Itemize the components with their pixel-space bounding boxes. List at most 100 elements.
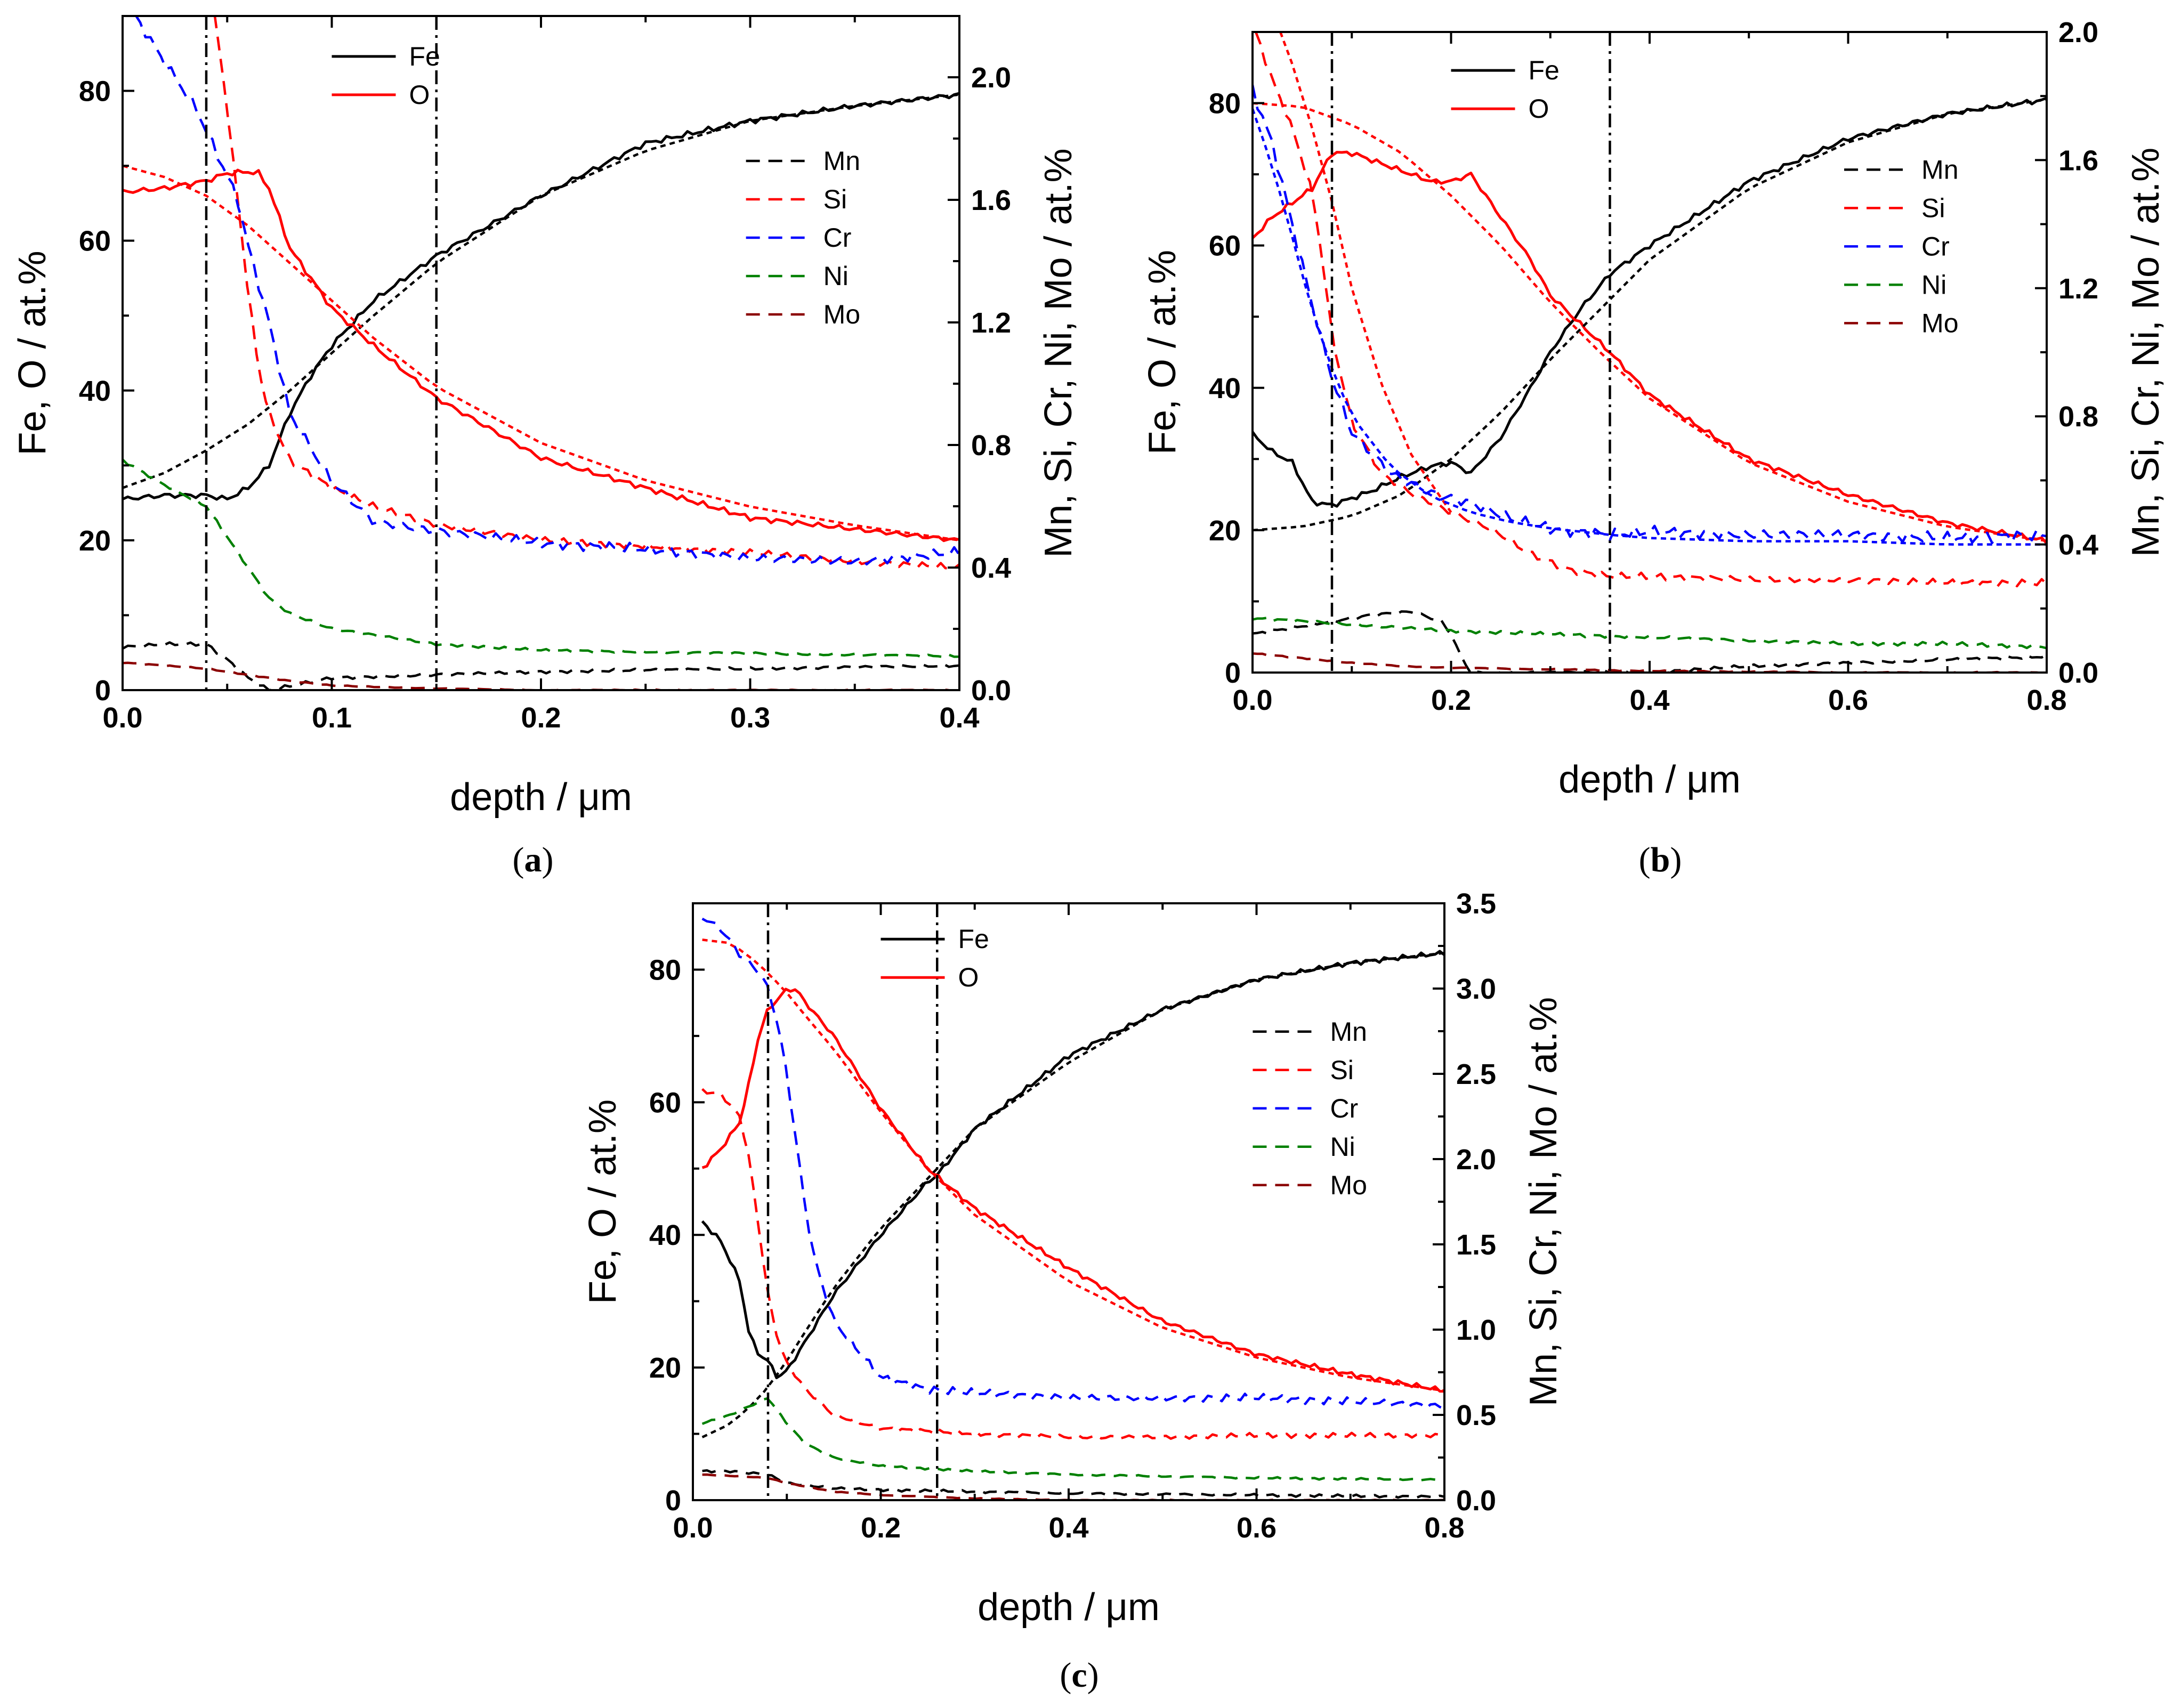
x-tick-label: 0.3 — [730, 702, 770, 734]
y-right-tick-label: 1.6 — [971, 184, 1011, 216]
legend-label-o: O — [409, 80, 430, 110]
series-line-mo — [702, 1473, 1444, 1500]
series-line-o-fit — [123, 164, 959, 542]
x-tick-label: 0.0 — [1232, 684, 1272, 716]
legend-label-fe: Fe — [958, 924, 989, 954]
series-line-cr — [701, 918, 1444, 1410]
legend-label-ni: Ni — [1921, 270, 1946, 299]
series-line-cr — [1253, 84, 2047, 544]
x-tick-label: 0.4 — [1048, 1512, 1088, 1544]
x-tick-label: 0.4 — [1629, 684, 1669, 716]
y-right-tick-label: 2.0 — [2058, 17, 2098, 48]
legend-label-si: Si — [1921, 193, 1945, 223]
y-left-axis-title: Fe, O / at.% — [581, 1099, 624, 1304]
y-right-tick-label: 1.6 — [2058, 144, 2098, 176]
legend-label-mo: Mo — [1921, 308, 1958, 338]
x-tick-label: 0.0 — [673, 1512, 713, 1544]
y-left-tick-label: 20 — [1209, 515, 1241, 547]
panel-label: (b) — [1639, 840, 1682, 879]
y-right-tick-label: 1.2 — [971, 307, 1011, 339]
y-left-tick-label: 80 — [1209, 88, 1241, 120]
y-right-tick-label: 0.0 — [2058, 657, 2098, 689]
series-line-mn — [123, 641, 959, 690]
series-line-si — [701, 1088, 1444, 1440]
series-line-cr-fit — [1253, 108, 2047, 546]
chart-panel-b: 0.0 0.2 0.4 0.6 0.8 0 20 40 60 80 0.0 0.4 0.8 1.2 1.6 2… — [1141, 17, 2167, 879]
y-left-tick-label: 60 — [649, 1087, 681, 1119]
y-right-axis-title: Mn, Si, Cr, Ni, Mo / at.% — [2125, 148, 2167, 557]
x-tick-label: 0.8 — [1424, 1512, 1464, 1544]
y-right-tick-label: 0.5 — [1456, 1399, 1496, 1431]
legend-label-ni: Ni — [823, 261, 849, 291]
legend-label-mo: Mo — [823, 299, 860, 329]
y-right-tick-label: 3.5 — [1456, 888, 1496, 920]
x-axis-title: depth / μm — [978, 1586, 1160, 1629]
series-line-fe-fit — [123, 93, 959, 489]
series-line-cr — [134, 16, 959, 566]
legend: Fe O Mn Si Cr Ni Mo — [1451, 55, 1959, 338]
series-line-mn — [1253, 610, 2047, 673]
x-tick-label: 0.1 — [312, 702, 352, 734]
y-right-tick-label: 0.0 — [971, 675, 1011, 707]
y-right-tick-label: 2.0 — [971, 62, 1011, 94]
chart-panel-a: 0.0 0.1 0.2 0.3 0.40204060800.00.40.81.21.62… — [11, 15, 1080, 879]
legend-label-cr: Cr — [1921, 231, 1950, 261]
x-tick-label: 0.6 — [1828, 684, 1868, 716]
legend-label-mn: Mn — [1921, 155, 1958, 184]
panel-label: (a) — [513, 840, 554, 879]
plot-area — [1253, 32, 2047, 673]
y-right-tick-label: 1.2 — [2058, 273, 2098, 305]
y-right-tick-label: 0.4 — [2058, 529, 2098, 561]
x-tick-label: 0.2 — [861, 1512, 901, 1544]
series-line-o-fit — [1253, 102, 2047, 543]
legend-label-fe: Fe — [409, 42, 440, 71]
y-left-tick-label: 40 — [649, 1219, 681, 1251]
panel-label: (c) — [1060, 1656, 1098, 1695]
series-line-fe-fit — [1253, 98, 2047, 532]
y-right-axis-title: Mn, Si, Cr, Ni, Mo / at.% — [1522, 997, 1565, 1406]
y-right-tick-label: 2.5 — [1456, 1058, 1496, 1090]
chart-panel-c: 0.0 0.2 0.4 0.6 0.8 0 20 40 60 80 0.0 0.5 1.0 1.5 2.0 2… — [581, 888, 1565, 1695]
series-line-ni — [1253, 617, 2047, 650]
y-left-tick-label: 80 — [79, 76, 111, 108]
y-left-tick-label: 40 — [1209, 373, 1241, 404]
legend-label-ni: Ni — [1330, 1132, 1355, 1162]
series-line-o — [1253, 150, 2047, 545]
legend-label-o: O — [958, 962, 979, 992]
x-axis-title: depth / μm — [450, 776, 632, 819]
series-line-si-fit — [1279, 32, 1452, 513]
x-tick-label: 0.4 — [939, 702, 979, 734]
series-line-mo — [123, 661, 959, 690]
legend-label-mn: Mn — [1330, 1017, 1367, 1047]
legend-label-cr: Cr — [1330, 1094, 1358, 1123]
y-left-tick-label: 0 — [665, 1485, 681, 1517]
series-line-o — [123, 168, 959, 543]
series-line-ni — [123, 458, 959, 659]
legend: Fe O Mn Si Cr Ni Mo — [332, 42, 860, 329]
legend-label-cr: Cr — [823, 223, 852, 253]
x-tick-label: 0.2 — [521, 702, 561, 734]
y-left-tick-label: 80 — [649, 954, 681, 986]
y-right-tick-label: 0.8 — [2058, 401, 2098, 433]
legend-label-o: O — [1529, 94, 1549, 124]
y-right-tick-label: 1.5 — [1456, 1229, 1496, 1261]
y-left-tick-label: 60 — [1209, 230, 1241, 262]
x-tick-label: 0.2 — [1431, 684, 1471, 716]
series-line-fe — [701, 950, 1444, 1379]
legend-label-fe: Fe — [1529, 55, 1560, 85]
y-right-tick-label: 0.8 — [971, 430, 1011, 462]
legend-label-si: Si — [823, 184, 847, 214]
legend: Fe O Mn Si Cr Ni Mo — [881, 924, 1367, 1200]
y-right-tick-label: 0.0 — [1456, 1485, 1496, 1517]
y-left-tick-label: 0 — [95, 675, 111, 707]
series-line-o — [701, 987, 1444, 1393]
series-line-si — [213, 16, 959, 570]
y-left-tick-label: 20 — [79, 525, 111, 557]
series-line-ni — [701, 1397, 1444, 1482]
series-line-mn — [702, 1469, 1444, 1499]
x-tick-label: 0.0 — [102, 702, 142, 734]
y-left-axis-title: Fe, O / at.% — [1141, 250, 1184, 455]
y-left-tick-label: 60 — [79, 225, 111, 257]
y-left-tick-label: 0 — [1225, 657, 1241, 689]
